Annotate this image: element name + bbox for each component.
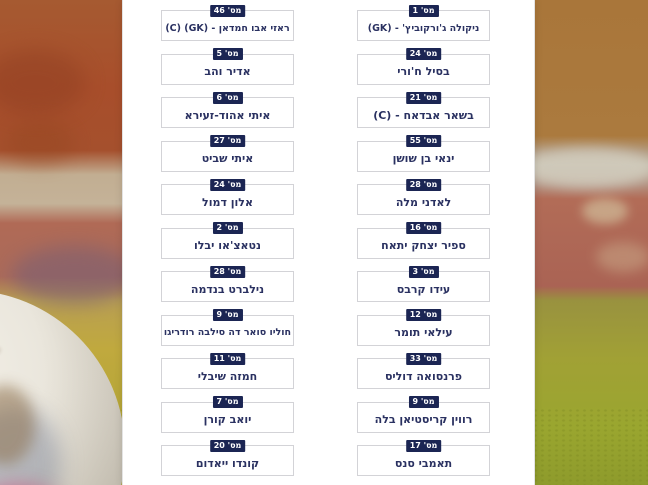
player-card[interactable]: מס' 17 תאמבי סנס	[357, 439, 490, 476]
player-card[interactable]: מס' 5 אדיר והב	[161, 48, 294, 85]
player-name: יואב קורן	[203, 413, 252, 426]
player-name: חמזה שיבלי	[197, 369, 258, 383]
lineup-column-right: מס' 1 (GK) - ניקולה ג'ורקוביץ'‏ מס' 24 ב…	[357, 0, 490, 485]
player-name: רווין קריסטיאן בלה	[374, 413, 473, 426]
player-card[interactable]: מס' 3 עידו קרבס	[357, 265, 490, 302]
player-card[interactable]: מס' 28 לאדני מלה	[357, 178, 490, 215]
soccer-ball-photo	[0, 290, 125, 485]
shirt-number-badge: מס' 24	[209, 178, 246, 191]
player-card[interactable]: מס' 28 נילברט בנדמה	[161, 265, 294, 302]
player-card[interactable]: מס' 21 (C) - בשאר אבדאח	[357, 91, 490, 128]
player-card[interactable]: מס' 24 אלון דמול	[161, 178, 294, 215]
shirt-number-badge: מס' 21	[405, 91, 442, 104]
player-card[interactable]: מס' 16 ספיר יצחק יתאח	[357, 222, 490, 259]
backdrop-smudge	[5, 120, 75, 165]
shirt-number-badge: מס' 12	[405, 309, 442, 321]
shirt-number-badge: מס' 3	[408, 265, 439, 278]
shirt-number-badge: מס' 1	[408, 4, 439, 17]
players-panel: מס' 46 (C) (GK) - ראזי אבו חמדאן מס' 5 א…	[122, 0, 535, 485]
player-name: (C) (GK) - ראזי אבו חמדאן	[165, 22, 290, 34]
player-name: (GK) - ניקולה ג'ורקוביץ'‏	[367, 22, 480, 34]
player-name: בסיל ח'ורי	[397, 65, 450, 78]
player-name: אלון דמול	[202, 195, 253, 209]
shirt-number-badge: מס' 11	[209, 352, 246, 365]
player-card[interactable]: מס' 1 (GK) - ניקולה ג'ורקוביץ'‏	[357, 4, 490, 41]
player-name: איתי אהוד-זעירא	[184, 108, 271, 122]
backdrop-smudge	[520, 148, 648, 188]
player-name: פרנסואה דוליס	[384, 369, 463, 383]
backdrop-smudge	[596, 242, 648, 272]
player-card[interactable]: מס' 11 חמזה שיבלי	[161, 352, 294, 389]
player-name: לאדני מלה	[395, 195, 452, 209]
player-name: אדיר והב	[204, 65, 251, 78]
player-card[interactable]: מס' 27 איתי שביט	[161, 135, 294, 172]
shirt-number-badge: מס' 28	[209, 265, 246, 278]
player-card[interactable]: מס' 6 איתי אהוד-זעירא	[161, 91, 294, 128]
player-name: נטאצ'או יבלו	[193, 239, 261, 252]
player-name: (C) - בשאר אבדאח	[373, 108, 474, 122]
shirt-number-badge: מס' 17	[405, 439, 442, 452]
player-name: ינאי בן שושן	[392, 152, 455, 165]
shirt-number-badge: מס' 46	[209, 4, 246, 17]
player-card[interactable]: מס' 46 (C) (GK) - ראזי אבו חמדאן	[161, 4, 294, 41]
shirt-number-badge: מס' 33	[405, 352, 442, 365]
shirt-number-badge: מס' 9	[212, 309, 243, 321]
player-card[interactable]: מס' 24 בסיל ח'ורי	[357, 48, 490, 85]
player-name: ספיר יצחק יתאח	[381, 239, 466, 252]
shirt-number-badge: מס' 55	[405, 135, 442, 147]
player-card[interactable]: מס' 33 פרנסואה דוליס	[357, 352, 490, 389]
player-card[interactable]: מס' 12 עילאי תומר	[357, 309, 490, 346]
shirt-number-badge: מס' 24	[405, 48, 442, 60]
shirt-number-badge: מס' 7	[212, 396, 243, 408]
backdrop-smudge	[12, 246, 137, 304]
player-name: תאמבי סנס	[394, 456, 453, 470]
player-name: נילברט בנדמה	[190, 282, 265, 296]
player-name: חוליו סואר דה סילבה רודריגו	[163, 327, 292, 338]
player-name: עילאי תומר	[394, 326, 453, 339]
lineup-column-left: מס' 46 (C) (GK) - ראזי אבו חמדאן מס' 5 א…	[161, 0, 294, 485]
shirt-number-badge: מס' 27	[209, 135, 246, 147]
player-name: קונדו ייאדום	[195, 456, 260, 470]
player-name: עידו קרבס	[396, 282, 451, 296]
player-card[interactable]: מס' 9 חוליו סואר דה סילבה רודריגו	[161, 309, 294, 346]
player-card[interactable]: מס' 2 נטאצ'או יבלו	[161, 222, 294, 259]
player-card[interactable]: מס' 20 קונדו ייאדום	[161, 439, 294, 476]
shirt-number-badge: מס' 9	[408, 396, 439, 408]
player-card[interactable]: מס' 7 יואב קורן	[161, 396, 294, 433]
shirt-number-badge: מס' 28	[405, 178, 442, 191]
player-card[interactable]: מס' 55 ינאי בן שושן	[357, 135, 490, 172]
backdrop-smudge	[582, 198, 628, 224]
shirt-number-badge: מס' 5	[212, 48, 243, 60]
player-name: איתי שביט	[201, 152, 254, 165]
backdrop-smudge	[0, 50, 85, 115]
shirt-number-badge: מס' 2	[212, 222, 243, 234]
shirt-number-badge: מס' 16	[405, 222, 442, 234]
shirt-number-badge: מס' 20	[209, 439, 246, 452]
shirt-number-badge: מס' 6	[212, 91, 243, 104]
player-card[interactable]: מס' 9 רווין קריסטיאן בלה	[357, 396, 490, 433]
